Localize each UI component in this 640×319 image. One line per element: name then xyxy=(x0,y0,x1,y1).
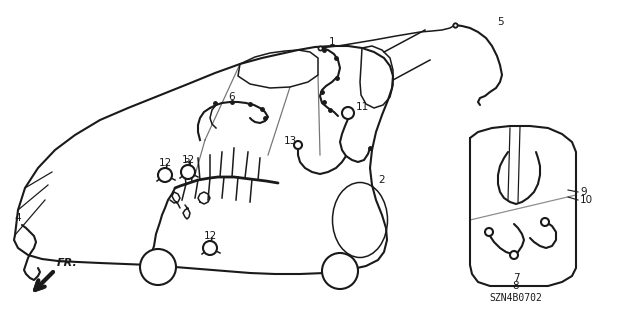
Text: 1: 1 xyxy=(329,37,335,47)
Text: 3: 3 xyxy=(182,158,189,168)
Circle shape xyxy=(158,168,172,182)
Text: 13: 13 xyxy=(284,136,296,146)
Text: SZN4B0702: SZN4B0702 xyxy=(490,293,543,303)
Polygon shape xyxy=(470,126,576,286)
Text: 9: 9 xyxy=(580,187,587,197)
Circle shape xyxy=(203,241,217,255)
Circle shape xyxy=(485,228,493,236)
Text: 12: 12 xyxy=(158,158,172,168)
Text: 12: 12 xyxy=(204,231,216,241)
Circle shape xyxy=(541,218,549,226)
Circle shape xyxy=(181,165,195,179)
Text: 5: 5 xyxy=(497,17,503,27)
Text: 6: 6 xyxy=(228,92,236,102)
Text: 2: 2 xyxy=(379,175,385,185)
Circle shape xyxy=(322,253,358,289)
Text: 7: 7 xyxy=(513,273,519,283)
Text: 4: 4 xyxy=(15,213,21,223)
Circle shape xyxy=(140,249,176,285)
Text: 10: 10 xyxy=(580,195,593,205)
Circle shape xyxy=(510,251,518,259)
Circle shape xyxy=(294,141,302,149)
Circle shape xyxy=(342,107,354,119)
Text: 8: 8 xyxy=(513,281,519,291)
Text: 11: 11 xyxy=(355,102,369,112)
Text: FR.: FR. xyxy=(57,258,77,268)
Text: 12: 12 xyxy=(181,155,195,165)
